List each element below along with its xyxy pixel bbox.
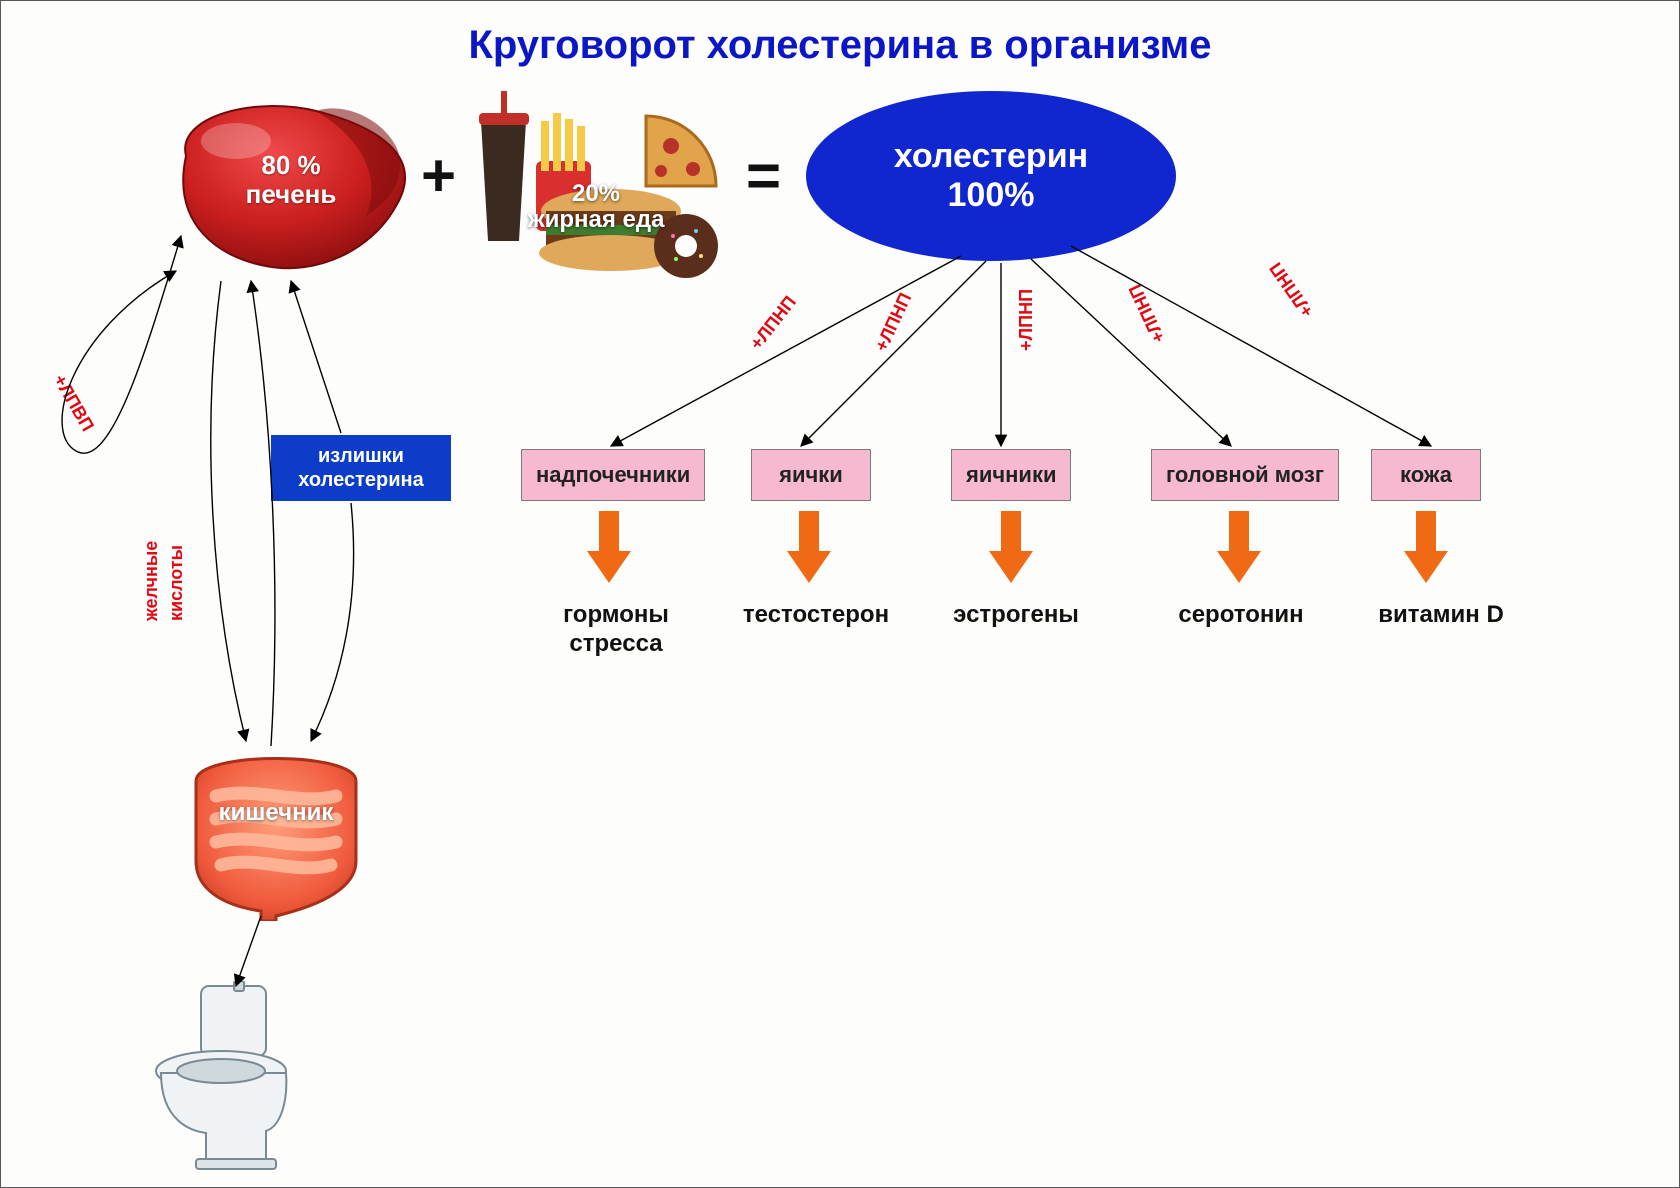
target-box-brain: головной мозг — [1151, 449, 1339, 501]
liver-label: печень — [166, 180, 416, 209]
diagram-canvas: Круговорот холестерина в организме 80 % … — [0, 0, 1680, 1188]
ldl-label-5: +ЛПНП — [1265, 258, 1318, 321]
intestine-label: кишечник — [166, 799, 386, 827]
output-ovaries: эстрогены — [936, 601, 1096, 630]
toilet-illustration — [146, 981, 306, 1171]
target-box-skin: кожа — [1371, 449, 1481, 501]
output-skin: витамин D — [1361, 601, 1521, 630]
ldl-label-1: +ЛПНП — [746, 292, 801, 354]
output-testes: тестостерон — [731, 601, 901, 630]
excess-line-2: холестерина — [298, 468, 423, 492]
food-illustration: 20% жирная еда — [461, 91, 731, 281]
bile-label-2: кислоты — [166, 545, 187, 621]
output-adrenals: гормоныстресса — [521, 601, 711, 659]
excess-line-1: излишки — [318, 444, 404, 468]
diagram-title: Круговорот холестерина в организме — [1, 23, 1679, 68]
target-box-adrenals: надпочечники — [521, 449, 705, 501]
ldl-label-2: +ЛПНП — [871, 290, 916, 355]
hdl-label: +ЛПВП — [49, 371, 98, 435]
ldl-label-4: +ЛПНП — [1125, 281, 1170, 346]
cholesterol-label-2: 100% — [948, 176, 1035, 215]
plus-symbol: + — [421, 141, 456, 210]
liver-percent: 80 % — [166, 151, 416, 180]
intestine-illustration: кишечник — [166, 741, 386, 921]
excess-cholesterol-box: излишки холестерина — [271, 435, 451, 501]
target-box-testes: яички — [751, 449, 871, 501]
food-label: жирная еда — [461, 207, 731, 233]
bile-label: желчные — [141, 541, 162, 621]
cholesterol-label-1: холестерин — [894, 137, 1088, 176]
food-percent: 20% — [461, 181, 731, 207]
liver-illustration: 80 % печень — [166, 96, 416, 276]
ldl-label-3: +ЛПНП — [1016, 289, 1037, 351]
target-box-ovaries: яичники — [951, 449, 1071, 501]
output-brain: серотонин — [1151, 601, 1331, 630]
equals-symbol: = — [746, 141, 781, 210]
cholesterol-oval: холестерин 100% — [806, 91, 1176, 261]
